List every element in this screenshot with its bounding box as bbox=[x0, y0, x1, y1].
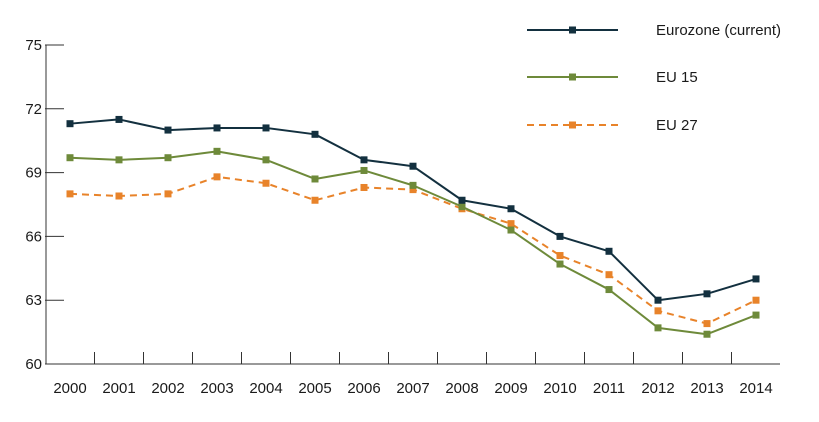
data-point bbox=[507, 205, 515, 213]
data-point bbox=[115, 192, 123, 200]
series-layer bbox=[66, 115, 760, 338]
data-point bbox=[262, 156, 270, 164]
data-point bbox=[360, 166, 368, 174]
data-point bbox=[360, 183, 368, 191]
legend-label: EU 27 bbox=[656, 117, 698, 134]
data-point bbox=[507, 220, 515, 228]
x-tick-label: 2001 bbox=[102, 380, 135, 397]
x-tick-label: 2009 bbox=[494, 380, 527, 397]
legend-marker bbox=[569, 121, 576, 129]
data-point bbox=[311, 175, 319, 183]
x-tick-label: 2010 bbox=[543, 380, 576, 397]
y-tick-label: 60 bbox=[25, 356, 42, 373]
data-point bbox=[752, 311, 760, 319]
y-tick-label: 66 bbox=[25, 228, 42, 245]
x-tick-label: 2007 bbox=[396, 380, 429, 397]
data-point bbox=[213, 173, 221, 181]
y-tick-label: 75 bbox=[25, 37, 42, 54]
data-point bbox=[654, 296, 662, 304]
data-point bbox=[311, 130, 319, 138]
legend-label: Eurozone (current) bbox=[656, 22, 781, 39]
y-tick-label: 72 bbox=[25, 101, 42, 118]
legend: Eurozone (current) EU 15 EU 27 bbox=[527, 22, 781, 134]
series-eu-15 bbox=[66, 147, 760, 338]
x-tick-label: 2000 bbox=[53, 380, 86, 397]
data-point bbox=[556, 260, 564, 268]
data-point bbox=[507, 226, 515, 234]
legend-marker bbox=[569, 26, 576, 34]
legend-label: EU 15 bbox=[656, 69, 698, 86]
x-tick-label: 2002 bbox=[151, 380, 184, 397]
x-tick-label: 2006 bbox=[347, 380, 380, 397]
data-point bbox=[115, 115, 123, 123]
data-point bbox=[409, 162, 417, 170]
data-point bbox=[311, 196, 319, 204]
data-point bbox=[556, 252, 564, 260]
data-point bbox=[66, 154, 74, 162]
legend-item: Eurozone (current) bbox=[527, 22, 781, 39]
series-eu-27 bbox=[66, 173, 760, 328]
series-eurozone-current bbox=[66, 115, 760, 304]
data-point bbox=[458, 203, 466, 211]
x-tick-label: 2014 bbox=[739, 380, 772, 397]
data-point bbox=[213, 124, 221, 132]
data-point bbox=[752, 296, 760, 304]
data-point bbox=[605, 247, 613, 255]
data-point bbox=[164, 190, 172, 198]
x-tick-label: 2012 bbox=[641, 380, 674, 397]
legend-item: EU 27 bbox=[527, 117, 698, 134]
x-tick-label: 2008 bbox=[445, 380, 478, 397]
data-point bbox=[262, 124, 270, 132]
x-tick-label: 2005 bbox=[298, 380, 331, 397]
x-tick-label: 2011 bbox=[593, 380, 625, 397]
data-point bbox=[66, 120, 74, 128]
data-point bbox=[458, 196, 466, 204]
data-point bbox=[115, 156, 123, 164]
data-point bbox=[605, 286, 613, 294]
data-point bbox=[752, 275, 760, 283]
legend-marker bbox=[569, 73, 576, 81]
data-point bbox=[262, 179, 270, 187]
series-line bbox=[69, 175, 757, 325]
data-point bbox=[164, 126, 172, 134]
y-tick-label: 63 bbox=[25, 292, 42, 309]
series-line bbox=[69, 118, 757, 302]
data-point bbox=[409, 186, 417, 194]
data-point bbox=[556, 232, 564, 240]
data-point bbox=[654, 324, 662, 332]
data-point bbox=[213, 147, 221, 155]
data-point bbox=[605, 271, 613, 279]
data-point bbox=[164, 154, 172, 162]
axes: 60 63 66 69 72 75 2000 2001 2002 2003 2004 2005 2006… bbox=[25, 37, 780, 397]
y-tick-label: 69 bbox=[25, 165, 42, 182]
data-point bbox=[360, 156, 368, 164]
data-point bbox=[703, 320, 711, 328]
data-point bbox=[703, 290, 711, 298]
data-point bbox=[66, 190, 74, 198]
legend-item: EU 15 bbox=[527, 69, 698, 86]
series-line bbox=[69, 150, 757, 336]
x-tick-label: 2003 bbox=[200, 380, 233, 397]
data-point bbox=[409, 181, 417, 189]
x-tick-label: 2004 bbox=[249, 380, 282, 397]
data-point bbox=[703, 330, 711, 338]
data-point bbox=[654, 307, 662, 315]
x-tick-label: 2013 bbox=[690, 380, 723, 397]
